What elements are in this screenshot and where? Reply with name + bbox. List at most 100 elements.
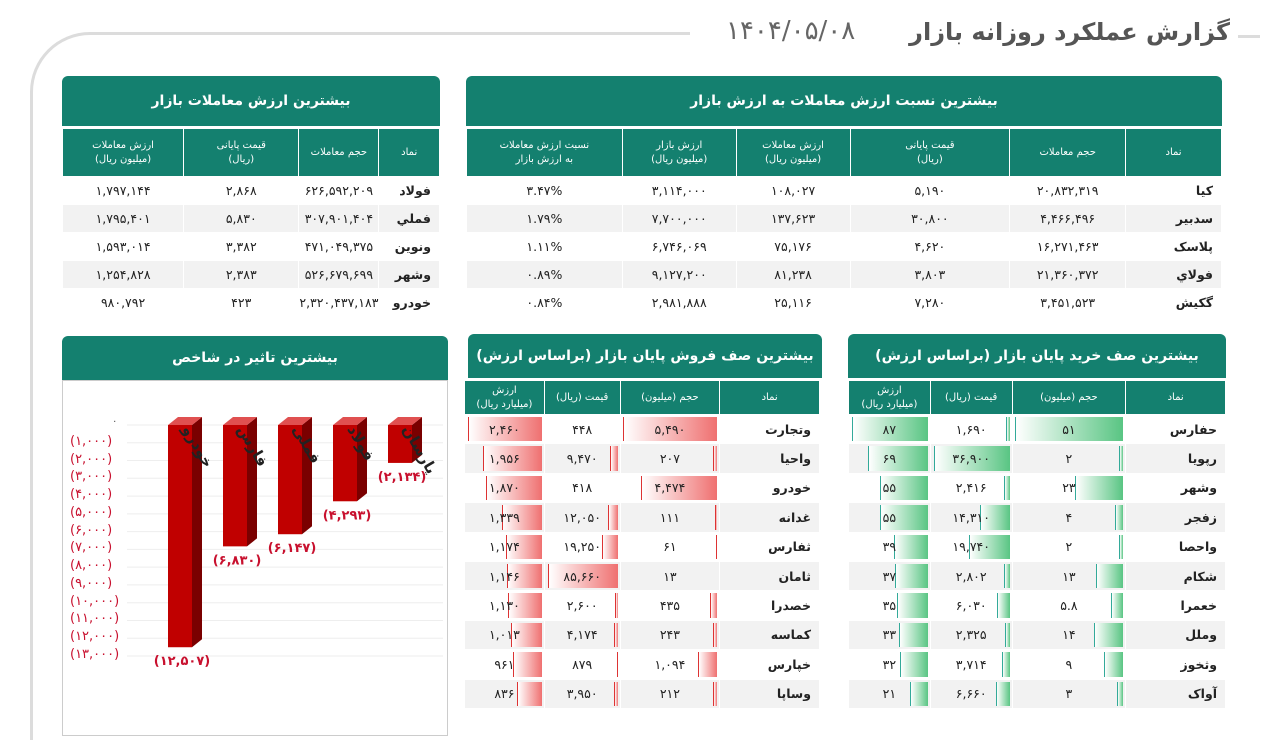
- value-cell: ۶۲۶,۵۹۲,۲۰۹: [298, 176, 380, 205]
- value-cell: ۵۲۶,۶۷۹,۶۹۹: [298, 260, 380, 289]
- top-value-title: بیشترین ارزش معاملات بازار: [62, 76, 440, 126]
- cell-text: ۴۴۸: [572, 421, 593, 437]
- value-cell: ۳,۹۵۰: [543, 678, 621, 709]
- symbol-cell: واحیا: [719, 443, 820, 474]
- cell-text: ۶۹: [882, 451, 897, 467]
- cell-text: ۳۶,۹۰۰: [952, 451, 990, 467]
- value-cell: ۱۴,۳۱۰: [929, 502, 1013, 533]
- buy-queue-table: نماد حجم (میلیون) قیمت (ریال) ارزش (میلیارد…: [848, 380, 1226, 709]
- data-bar: [698, 652, 718, 677]
- value-cell: ۲,۶۰۰: [543, 590, 621, 621]
- value-cell: ۳۷: [848, 560, 931, 592]
- cell-text: ۱,۸۷۰: [488, 480, 520, 496]
- data-bar: [1096, 563, 1124, 589]
- data-bar: [713, 681, 718, 706]
- value-cell: ۴,۴۷۴: [619, 472, 721, 504]
- table-row: خصدرا ۴۳۵ ۲,۶۰۰ ۱,۱۳۰: [464, 590, 820, 621]
- cell-text: ۸۵,۶۶۰: [563, 568, 601, 584]
- column-header: قیمت پایانی (ریال): [183, 128, 300, 177]
- symbol-cell: وشهر: [1125, 472, 1226, 504]
- value-cell: ۲,۴۱۶: [929, 472, 1013, 504]
- cell-text: ۸۷۹: [572, 656, 593, 672]
- cell-text: ۵.۸: [1060, 598, 1078, 614]
- impact-bar-side: [247, 417, 257, 547]
- data-bar: [709, 593, 718, 618]
- column-header: نماد: [719, 380, 820, 415]
- impact-bar-top: [333, 417, 367, 425]
- impact-bar: [333, 425, 357, 502]
- sell-queue-title: بیشترین صف فروش پایان بازار (براساس ارزش…: [468, 334, 822, 378]
- cell-text: ۲۰۷: [659, 451, 680, 467]
- column-header: ارزش بازار (میلیون ریال): [621, 128, 737, 177]
- value-cell: ۴,۴۶۶,۴۹۶: [1009, 204, 1127, 233]
- value-cell: ۵,۱۹۰: [849, 176, 1011, 205]
- cell-text: ۱۴: [1062, 627, 1076, 643]
- value-cell: ۱,۸۷۰: [464, 472, 545, 504]
- value-cell: ۹,۴۷۰: [543, 443, 621, 474]
- value-cell: ۱۴: [1011, 619, 1127, 651]
- data-bar: [615, 593, 618, 618]
- cell-text: ۶۱: [663, 539, 677, 555]
- cell-text: ۵,۴۹۰: [654, 421, 686, 437]
- cell-text: ۲: [1065, 451, 1073, 467]
- value-cell: ۳۶,۹۰۰: [929, 443, 1013, 474]
- value-cell: ۲,۸۰۲: [929, 560, 1013, 592]
- value-label: (۶,۸۳۰): [213, 553, 262, 568]
- data-bar: [623, 417, 718, 442]
- top-value-table: نماد حجم معاملات قیمت پایانی (ریال) ارزش مع…: [61, 128, 440, 317]
- cell-text: ۹: [1065, 656, 1073, 672]
- data-bar: [879, 505, 928, 530]
- page-title: گزارش عملکرد روزانه بازار: [909, 18, 1230, 46]
- symbol-cell: آواک: [1125, 678, 1226, 709]
- buy-queue-title: بیشترین صف خرید پایان بازار (براساس ارزش…: [848, 334, 1226, 378]
- header-row: نماد حجم معاملات قیمت پایانی (ریال) ارزش مع…: [61, 128, 440, 177]
- table-row: فولاي ۲۱,۳۶۰,۳۷۲ ۳,۸۰۳ ۸۱,۲۳۸ ۹,۱۲۷,۲۰۰ ۰.۸۹%: [466, 260, 1222, 289]
- value-label: (۶,۱۴۷): [268, 541, 317, 556]
- value-cell: ۴۷۱,۰۴۹,۳۷۵: [298, 232, 380, 261]
- table-row: وشهر ۲۳ ۲,۴۱۶ ۵۵: [848, 472, 1226, 504]
- value-cell: ۱,۲۵۴,۸۲۸: [61, 260, 185, 289]
- value-cell: ۴۳۵: [619, 590, 721, 621]
- cell-text: ۲۳: [1062, 480, 1076, 496]
- cell-text: ۳,۷۱۴: [955, 656, 987, 672]
- data-bar: [713, 622, 718, 648]
- column-header: قیمت (ریال): [543, 380, 621, 415]
- cell-text: ۱,۱۷۴: [488, 539, 520, 555]
- value-label: (۲,۱۳۴): [378, 470, 427, 485]
- table-row: واحیا ۲۰۷ ۹,۴۷۰ ۱,۹۵۶: [464, 443, 820, 474]
- table-row: خودرو ۲,۳۲۰,۴۳۷,۱۸۳ ۴۲۳ ۹۸۰,۷۹۲: [61, 288, 440, 317]
- table-row: خپارس ۱,۰۹۴ ۸۷۹ ۹۶۱: [464, 649, 820, 680]
- column-header: نماد: [1125, 128, 1222, 177]
- value-cell: ۲,۸۶۸: [183, 176, 300, 205]
- cell-text: ۳: [1065, 686, 1073, 702]
- column-header: حجم (میلیون): [1011, 380, 1127, 415]
- symbol-cell: کیا: [1125, 176, 1222, 205]
- value-cell: ۰.۸۹%: [466, 260, 623, 289]
- symbol-cell: فولاد: [378, 176, 440, 205]
- y-tick-label: (۳,۰۰۰): [70, 469, 113, 485]
- value-cell: ۱,۱۷۴: [464, 531, 545, 562]
- table-row: زفجر ۴ ۱۴,۳۱۰ ۵۵: [848, 502, 1226, 533]
- symbol-cell: خودرو: [378, 288, 440, 317]
- cell-text: ۴: [1065, 509, 1073, 525]
- cell-text: ۱,۳۳۹: [488, 509, 520, 525]
- value-cell: ۸۷۹: [543, 649, 621, 680]
- value-cell: ۱۳: [1011, 560, 1127, 592]
- header-row: نماد حجم (میلیون) قیمت (ریال) ارزش (میلیارد…: [848, 380, 1226, 415]
- y-tick-label: (۷,۰۰۰): [70, 540, 113, 556]
- cell-text: ۱۴,۳۱۰: [952, 509, 990, 525]
- data-bar: [1005, 417, 1010, 442]
- value-cell: ۴۱۸: [543, 472, 621, 504]
- table-row: فملي ۳۰۷,۹۰۱,۴۰۴ ۵,۸۳۰ ۱,۷۹۵,۴۰۱: [61, 204, 440, 233]
- symbol-cell: پلاسک: [1125, 232, 1222, 261]
- value-cell: ۸۷: [848, 413, 931, 445]
- y-tick-label: (۱۰,۰۰۰): [70, 593, 120, 609]
- impact-chart-svg: خودرو(۱۲,۵۰۷)فارس(۶,۸۳۰)فملی(۶,۱۴۷)فولاد…: [127, 417, 443, 669]
- value-cell: ۲,۳۲۰,۴۳۷,۱۸۳: [298, 288, 380, 317]
- value-cell: ۹: [1011, 649, 1127, 680]
- table-row: وثخوز ۹ ۳,۷۱۴ ۳۲: [848, 649, 1226, 680]
- impact-bar: [388, 425, 412, 463]
- value-cell: ۲۳: [1011, 472, 1127, 504]
- value-cell: ۹۸۰,۷۹۲: [61, 288, 185, 317]
- table-row: کماسه ۲۴۳ ۴,۱۷۴ ۱,۰۱۳: [464, 619, 820, 651]
